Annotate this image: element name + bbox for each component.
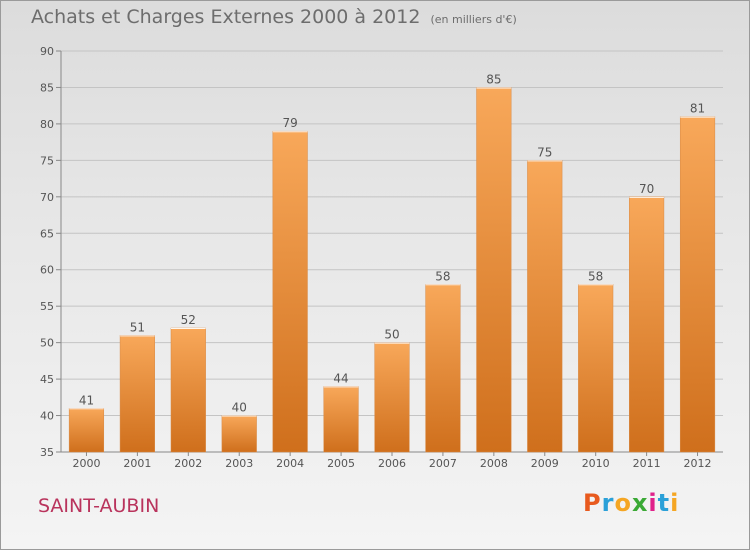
bar-2002: [170, 327, 206, 453]
value-label-2003: 40: [232, 401, 247, 415]
commune-name: SAINT-AUBIN: [38, 495, 160, 517]
y-tick-label: 70: [40, 191, 54, 204]
bar-2003: [221, 415, 257, 453]
x-tick-label-2003: 2003: [225, 457, 253, 470]
bar-2010: [578, 284, 614, 453]
bar-2001: [119, 335, 155, 453]
x-tick-label-2012: 2012: [684, 457, 712, 470]
bar-2000: [68, 408, 105, 453]
value-label-2009: 75: [537, 145, 552, 159]
bars: [68, 87, 716, 453]
value-labels: 41 51 52 40 79 44 50 58 85 75 58 70 81: [79, 72, 705, 414]
logo-letter: r: [601, 489, 615, 517]
value-label-2006: 50: [384, 328, 399, 342]
bar-2006: [374, 342, 410, 453]
logo-letter: o: [614, 489, 632, 517]
chart-title-row: Achats et Charges Externes 2000 à 2012 (e…: [31, 6, 517, 28]
value-label-2002: 52: [181, 313, 196, 327]
bar-2008: [476, 87, 512, 453]
logo-letter: t: [657, 489, 671, 517]
value-label-2001: 51: [130, 320, 145, 334]
x-tick-label-2008: 2008: [480, 457, 508, 470]
x-tick-label-2007: 2007: [429, 457, 457, 470]
axes: 35 40 45 50 55 60 65 70 75 80 85 90 2000 2001 2002 2003…: [40, 45, 723, 470]
x-tick-label-2006: 2006: [378, 457, 406, 470]
value-label-2010: 58: [588, 269, 603, 283]
bar-2005: [323, 386, 359, 453]
logo-letter: P: [583, 489, 602, 517]
value-label-2011: 70: [639, 182, 654, 196]
y-tick-label: 55: [40, 300, 54, 313]
y-tick-label: 80: [40, 118, 54, 131]
bar-2009: [527, 160, 563, 453]
x-tick-label-2009: 2009: [531, 457, 559, 470]
y-tick-label: 50: [40, 337, 54, 350]
value-label-2004: 79: [283, 116, 298, 130]
value-label-2000: 41: [79, 393, 94, 407]
x-tick-label-2002: 2002: [174, 457, 202, 470]
x-tick-label-2010: 2010: [582, 457, 610, 470]
value-label-2008: 85: [486, 72, 501, 86]
logo-letter: i: [670, 489, 680, 517]
x-tick-label-2000: 2000: [72, 457, 100, 470]
y-tick-label: 45: [40, 373, 54, 386]
y-tick-label: 35: [40, 446, 54, 459]
bar-2011: [629, 196, 665, 453]
proxiti-logo[interactable]: Proxiti: [583, 489, 679, 517]
y-tick-label: 90: [40, 45, 54, 58]
y-tick-label: 75: [40, 154, 54, 167]
y-tick-label: 65: [40, 227, 54, 240]
bar-2007: [425, 284, 461, 453]
x-tick-label-2011: 2011: [633, 457, 661, 470]
value-label-2005: 44: [333, 371, 348, 385]
value-label-2012: 81: [690, 102, 705, 116]
logo-letter: i: [648, 489, 658, 517]
bar-2004: [272, 130, 308, 453]
chart-title: Achats et Charges Externes 2000 à 2012: [31, 6, 421, 28]
y-tick-label: 60: [40, 264, 54, 277]
x-tick-label-2005: 2005: [327, 457, 355, 470]
y-tick-label: 40: [40, 410, 54, 423]
value-label-2007: 58: [435, 269, 450, 283]
bar-2012: [679, 116, 716, 453]
x-tick-label-2004: 2004: [276, 457, 304, 470]
unit-label: (en milliers d'€): [430, 13, 517, 26]
x-tick-label-2001: 2001: [123, 457, 151, 470]
y-tick-label: 85: [40, 81, 54, 94]
logo-letter: x: [631, 489, 649, 517]
